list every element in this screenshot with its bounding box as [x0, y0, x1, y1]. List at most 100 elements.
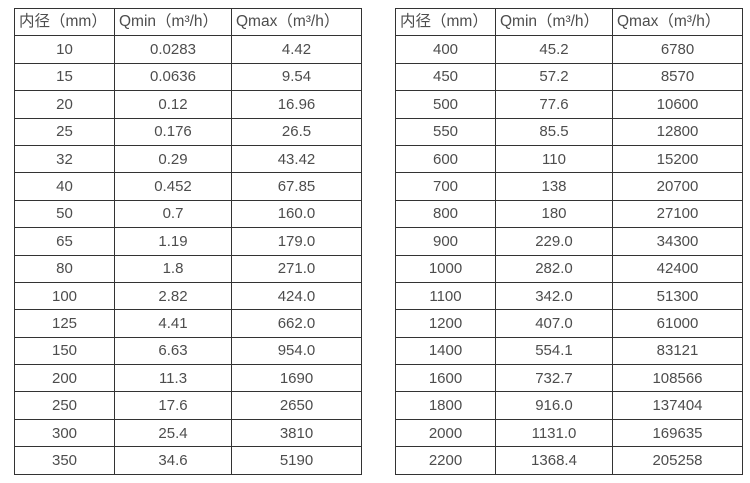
table-cell: 0.29: [114, 144, 232, 174]
table-cell: 6780: [612, 35, 743, 64]
table-cell: 67.85: [231, 172, 362, 201]
table-cell: 34.6: [114, 446, 232, 475]
table-cell: 179.0: [231, 227, 362, 256]
table-cell: 80: [14, 254, 115, 283]
table-cell: 1131.0: [495, 418, 613, 448]
table-cell: 57.2: [495, 62, 613, 92]
table-cell: 0.0283: [114, 35, 232, 64]
table-cell: 300: [14, 418, 115, 448]
table-cell: 0.0636: [114, 62, 232, 92]
table-row: 150 6.63 954.0: [14, 336, 362, 366]
table-row: 600 110 15200: [395, 144, 743, 174]
header-row: 内径（mm） Qmin（m³/h） Qmax（m³/h）: [14, 7, 362, 37]
table-cell: 5190: [231, 446, 362, 475]
table-row: 80 1.8 271.0: [14, 254, 362, 283]
table-cell: 11.3: [114, 364, 232, 393]
table-cell: 108566: [612, 364, 743, 393]
table-cell: 110: [495, 144, 613, 174]
table-cell: 0.452: [114, 172, 232, 201]
table-cell: 350: [14, 446, 115, 475]
table-cell: 2650: [231, 391, 362, 420]
table-cell: 954.0: [231, 336, 362, 366]
column-header: Qmax（m³/h）: [231, 7, 362, 37]
table-cell: 407.0: [495, 309, 613, 338]
table-cell: 1368.4: [495, 446, 613, 475]
table-cell: 65: [14, 227, 115, 256]
table-cell: 400: [395, 35, 496, 64]
table-cell: 20700: [612, 172, 743, 201]
table-cell: 450: [395, 62, 496, 92]
table-cell: 137404: [612, 391, 743, 420]
table-row: 50 0.7 160.0: [14, 199, 362, 229]
table-row: 25 0.176 26.5: [14, 117, 362, 146]
table-row: 1400 554.1 83121: [395, 336, 743, 366]
table-cell: 1800: [395, 391, 496, 420]
table-row: 700 138 20700: [395, 172, 743, 201]
table-cell: 4.41: [114, 309, 232, 338]
table-cell: 2200: [395, 446, 496, 475]
table-cell: 250: [14, 391, 115, 420]
table-cell: 169635: [612, 418, 743, 448]
table-cell: 1000: [395, 254, 496, 283]
table-cell: 282.0: [495, 254, 613, 283]
table-row: 1800 916.0 137404: [395, 391, 743, 420]
header-row: 内径（mm） Qmin（m³/h） Qmax（m³/h）: [395, 7, 743, 37]
table-cell: 600: [395, 144, 496, 174]
table-cell: 1.19: [114, 227, 232, 256]
table-row: 125 4.41 662.0: [14, 309, 362, 338]
column-header: 内径（mm）: [395, 7, 496, 37]
table-cell: 61000: [612, 309, 743, 338]
table-cell: 200: [14, 364, 115, 393]
table-row: 300 25.4 3810: [14, 418, 362, 448]
table-cell: 900: [395, 227, 496, 256]
table-cell: 0.176: [114, 117, 232, 146]
table-cell: 732.7: [495, 364, 613, 393]
table-cell: 554.1: [495, 336, 613, 366]
table-row: 550 85.5 12800: [395, 117, 743, 146]
table-row: 250 17.6 2650: [14, 391, 362, 420]
table-row: 1600 732.7 108566: [395, 364, 743, 393]
table-cell: 1200: [395, 309, 496, 338]
table-cell: 424.0: [231, 281, 362, 311]
table-row: 10 0.0283 4.42: [14, 35, 362, 64]
table-row: 1100 342.0 51300: [395, 281, 743, 311]
table-cell: 42400: [612, 254, 743, 283]
table-cell: 2000: [395, 418, 496, 448]
table-cell: 138: [495, 172, 613, 201]
table-cell: 51300: [612, 281, 743, 311]
table-row: 2200 1368.4 205258: [395, 446, 743, 475]
table-cell: 77.6: [495, 90, 613, 119]
table-cell: 50: [14, 199, 115, 229]
table-cell: 32: [14, 144, 115, 174]
table-cell: 0.7: [114, 199, 232, 229]
table-cell: 1690: [231, 364, 362, 393]
table-row: 15 0.0636 9.54: [14, 62, 362, 92]
table-cell: 342.0: [495, 281, 613, 311]
table-cell: 27100: [612, 199, 743, 229]
table-row: 65 1.19 179.0: [14, 227, 362, 256]
table-cell: 83121: [612, 336, 743, 366]
table-cell: 43.42: [231, 144, 362, 174]
table-row: 800 180 27100: [395, 199, 743, 229]
table-cell: 800: [395, 199, 496, 229]
table-row: 2000 1131.0 169635: [395, 418, 743, 448]
table-cell: 16.96: [231, 90, 362, 119]
column-header: Qmax（m³/h）: [612, 7, 743, 37]
table-cell: 15: [14, 62, 115, 92]
table-cell: 10: [14, 35, 115, 64]
table-cell: 40: [14, 172, 115, 201]
table-cell: 125: [14, 309, 115, 338]
table-cell: 700: [395, 172, 496, 201]
table-row: 40 0.452 67.85: [14, 172, 362, 201]
table-row: 200 11.3 1690: [14, 364, 362, 393]
table-cell: 25.4: [114, 418, 232, 448]
table-cell: 9.54: [231, 62, 362, 92]
table-cell: 150: [14, 336, 115, 366]
table-cell: 25: [14, 117, 115, 146]
table-row: 1000 282.0 42400: [395, 254, 743, 283]
table-row: 450 57.2 8570: [395, 62, 743, 92]
table-cell: 1600: [395, 364, 496, 393]
table-cell: 3810: [231, 418, 362, 448]
table-cell: 85.5: [495, 117, 613, 146]
